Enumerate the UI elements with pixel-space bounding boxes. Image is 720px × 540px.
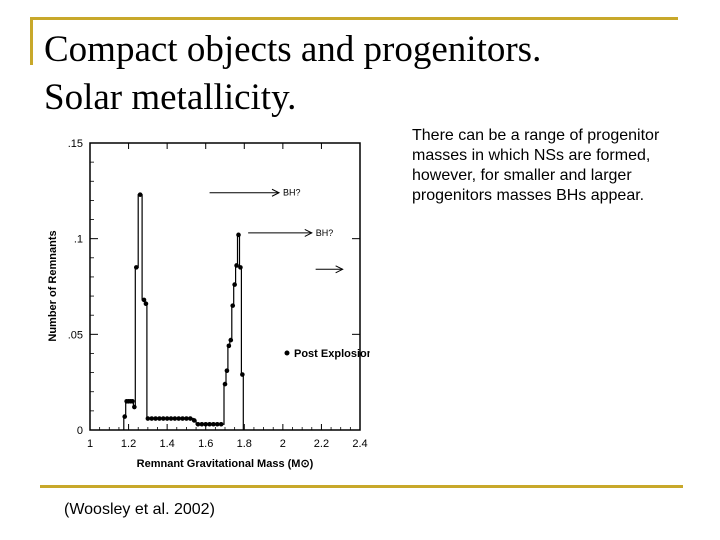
x-tick-label: 2.2 bbox=[314, 438, 329, 450]
data-point bbox=[207, 421, 212, 427]
data-point bbox=[224, 368, 230, 373]
data-point bbox=[240, 372, 245, 377]
data-point bbox=[172, 416, 178, 421]
x-axis-label: Remnant Gravitational Mass (M⊙) bbox=[137, 458, 314, 470]
annotation-arrow-head bbox=[335, 265, 344, 274]
data-point bbox=[149, 416, 155, 421]
data-point bbox=[228, 337, 234, 343]
data-point bbox=[143, 301, 149, 307]
data-point bbox=[145, 416, 151, 421]
y-tick-label: .15 bbox=[68, 138, 83, 150]
y-tick-label: 0 bbox=[77, 425, 83, 437]
accent-rule-top bbox=[30, 17, 678, 20]
y-axis-label: Number of Remnants bbox=[47, 230, 59, 341]
data-point bbox=[137, 192, 143, 197]
plot-frame bbox=[89, 142, 361, 431]
data-point bbox=[211, 421, 216, 427]
axes-layer: 1 1.2 1.4 1.6 1.8 2 2.2 2.4 0 .05 .1 .15 bbox=[68, 138, 368, 450]
x-tick-label: 1.2 bbox=[121, 438, 136, 450]
annotation-label: BH? bbox=[283, 188, 301, 198]
x-tick-label: 2.4 bbox=[352, 438, 367, 450]
data-point bbox=[184, 416, 189, 421]
data-point bbox=[132, 404, 137, 410]
data-point bbox=[238, 265, 243, 270]
accent-rule-bottom bbox=[40, 485, 683, 488]
y-tick-label: .05 bbox=[68, 329, 83, 341]
annotation-arrow-head bbox=[304, 228, 313, 237]
data-point bbox=[234, 263, 239, 268]
data-point bbox=[160, 416, 166, 421]
data-point bbox=[157, 416, 162, 421]
x-tick-label: 2 bbox=[280, 438, 286, 450]
data-point bbox=[187, 416, 193, 421]
slide-title-line-2: Solar metallicity. bbox=[44, 77, 297, 118]
series-layer bbox=[122, 192, 245, 430]
x-tick-label: 1 bbox=[87, 438, 93, 450]
annotation-layer: BH? BH? bbox=[209, 188, 344, 274]
series-line bbox=[123, 194, 244, 430]
slide-title-line-1: Compact objects and progenitors. bbox=[44, 29, 542, 70]
y-tick-label: .1 bbox=[74, 234, 83, 246]
data-point bbox=[191, 418, 197, 423]
data-point bbox=[130, 399, 135, 404]
data-point bbox=[122, 414, 128, 419]
legend: Post Explosion bbox=[284, 348, 370, 360]
remnant-mass-chart: 1 1.2 1.4 1.6 1.8 2 2.2 2.4 0 .05 .1 .15 BH? BH? Pos… bbox=[47, 138, 370, 470]
data-point bbox=[199, 421, 205, 427]
x-tick-label: 1.6 bbox=[198, 438, 213, 450]
legend-label: Post Explosion bbox=[294, 348, 370, 360]
data-point bbox=[133, 265, 139, 270]
data-point bbox=[232, 282, 237, 287]
data-point bbox=[141, 297, 147, 303]
legend-marker bbox=[284, 350, 290, 356]
data-point bbox=[203, 421, 209, 427]
slide-note: There can be a range of progenitor masse… bbox=[412, 127, 660, 204]
x-tick-label: 1.4 bbox=[159, 438, 174, 450]
data-point bbox=[214, 421, 220, 427]
data-point bbox=[236, 232, 241, 238]
x-tick-label: 1.8 bbox=[237, 438, 252, 450]
data-point bbox=[195, 421, 201, 427]
citation: (Woosley et al. 2002) bbox=[64, 501, 215, 518]
slide-title: Compact objects and progenitors. Solar m… bbox=[44, 26, 541, 122]
data-point bbox=[230, 303, 236, 308]
data-point bbox=[176, 416, 182, 421]
annotation-arrow-head bbox=[271, 188, 281, 197]
data-point bbox=[164, 416, 170, 421]
data-point bbox=[180, 416, 185, 421]
data-point bbox=[222, 381, 228, 387]
data-point bbox=[153, 416, 158, 421]
annotation-label: BH? bbox=[316, 228, 334, 238]
data-point bbox=[168, 416, 174, 421]
data-point bbox=[226, 343, 232, 349]
data-point bbox=[218, 421, 224, 427]
accent-rule-left bbox=[30, 17, 33, 65]
